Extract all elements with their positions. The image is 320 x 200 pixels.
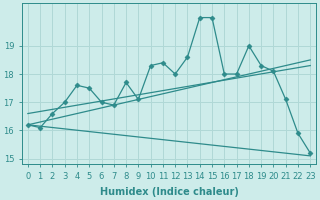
X-axis label: Humidex (Indice chaleur): Humidex (Indice chaleur) xyxy=(100,187,238,197)
